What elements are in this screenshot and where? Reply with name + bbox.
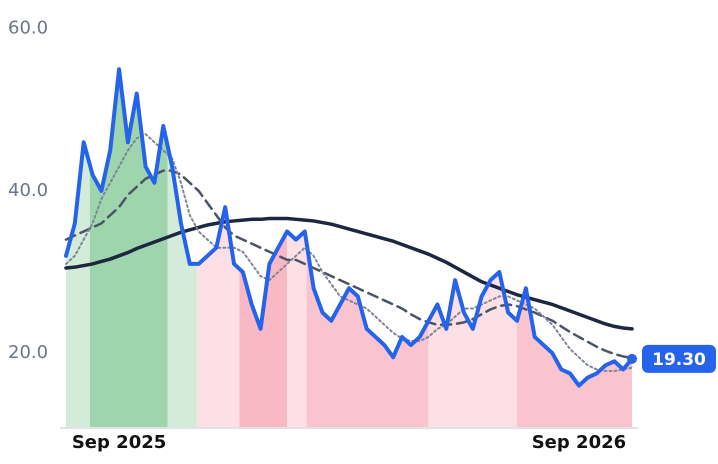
series-line xyxy=(64,216,634,331)
y-tick-label: 60.0 xyxy=(8,18,48,39)
band xyxy=(287,231,307,427)
band xyxy=(239,231,288,427)
x-tick-label: Sep 2026 xyxy=(532,432,626,453)
series-line xyxy=(64,169,634,360)
band xyxy=(66,142,90,427)
band xyxy=(517,288,632,427)
band xyxy=(167,146,197,427)
y-tick-label: 40.0 xyxy=(8,180,48,201)
x-tick-label: Sep 2025 xyxy=(72,432,166,453)
series-line xyxy=(64,67,634,388)
last-value-label: 19.30 xyxy=(652,350,706,370)
band xyxy=(306,242,429,427)
y-tick-label: 20.0 xyxy=(8,342,48,363)
last-point xyxy=(627,353,637,364)
band xyxy=(196,207,240,427)
last-value-badge xyxy=(642,344,716,373)
